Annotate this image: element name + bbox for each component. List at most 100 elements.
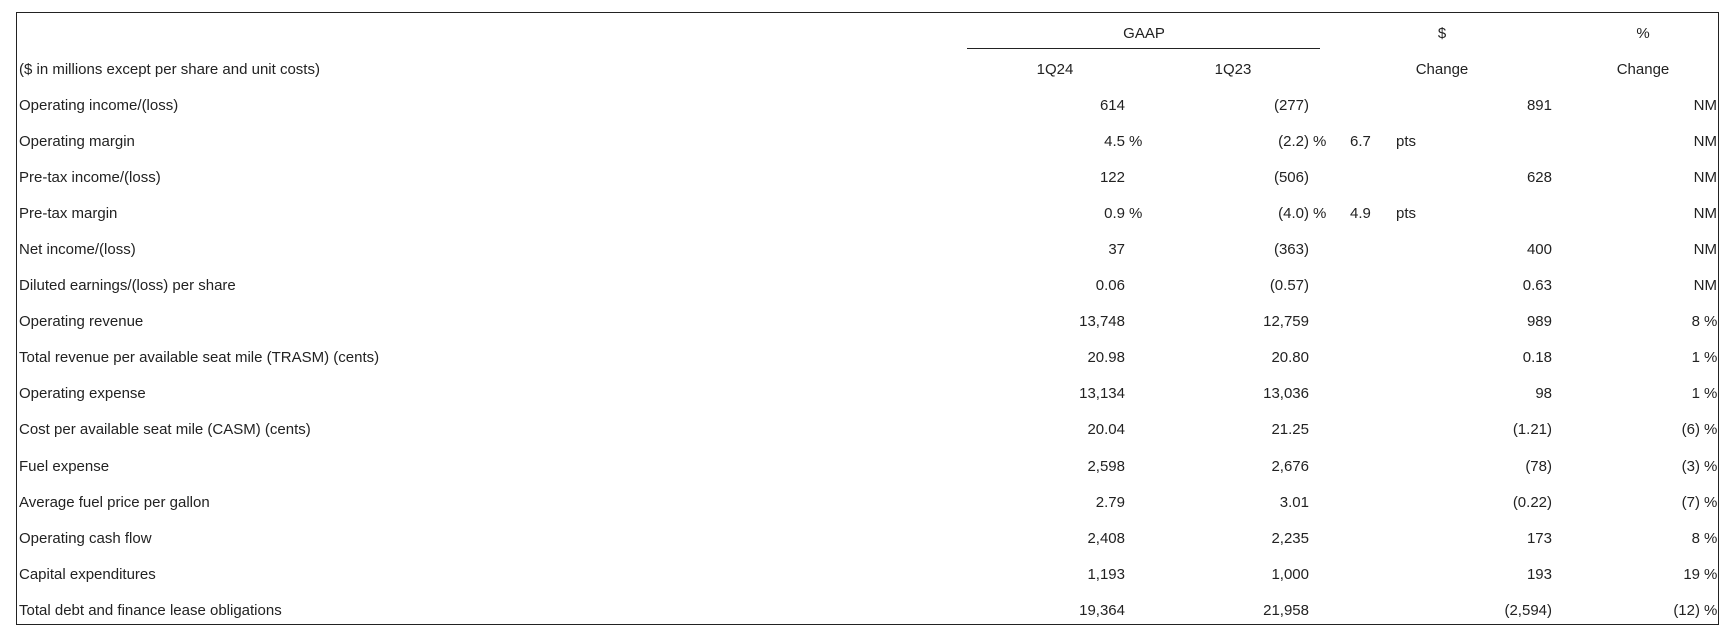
- row-label: Total revenue per available seat mile (T…: [19, 349, 380, 366]
- value-1q23: 2,235: [1271, 530, 1309, 547]
- row-label: Pre-tax margin: [19, 205, 118, 222]
- percent-change: 8: [1691, 313, 1700, 330]
- row-label: Operating margin: [19, 133, 135, 150]
- percent-change-unit: %: [1704, 494, 1718, 511]
- dollar-change: (78): [1525, 458, 1552, 475]
- row-label: Operating cash flow: [19, 530, 152, 547]
- gaap-header: GAAP: [1123, 25, 1165, 42]
- row-label: Operating revenue: [19, 313, 144, 330]
- value-1q24: 19,364: [1079, 602, 1125, 619]
- value-1q23: (363): [1273, 241, 1309, 258]
- value-1q23: (4.0): [1278, 205, 1309, 222]
- percent-change: NM: [1693, 205, 1717, 222]
- value-1q24: 614: [1099, 97, 1125, 114]
- dollar-change: 0.63: [1522, 277, 1552, 294]
- points-label: pts: [1396, 205, 1417, 222]
- dollar-change: 989: [1526, 313, 1552, 330]
- percent-change: (12): [1673, 602, 1700, 619]
- value-1q24: 2.79: [1095, 494, 1125, 511]
- percent-change: (3): [1681, 458, 1700, 475]
- value-1q24: 2,408: [1087, 530, 1125, 547]
- gaap-underline: [967, 48, 1320, 49]
- value-1q23: 3.01: [1279, 494, 1309, 511]
- column-header-dollar-change: Change: [1415, 61, 1469, 78]
- percent-change-unit: %: [1704, 385, 1718, 402]
- column-header-percent-change: Change: [1616, 61, 1670, 78]
- column-header-1q23: 1Q23: [1214, 61, 1252, 78]
- percent-change: NM: [1693, 241, 1717, 258]
- dollar-header: $: [1437, 25, 1447, 42]
- dollar-change: 0.18: [1522, 349, 1552, 366]
- dollar-change: (1.21): [1512, 421, 1552, 438]
- percent-change-unit: %: [1704, 458, 1718, 475]
- value-1q24: 4.5: [1104, 133, 1125, 150]
- value-1q23: 20.80: [1271, 349, 1309, 366]
- percent-change: NM: [1693, 97, 1717, 114]
- percent-change: 19: [1683, 566, 1700, 583]
- value-1q24: 2,598: [1087, 458, 1125, 475]
- value-1q23: 13,036: [1263, 385, 1309, 402]
- percent-change-unit: %: [1704, 602, 1718, 619]
- dollar-change: 193: [1526, 566, 1552, 583]
- value-1q23: 12,759: [1263, 313, 1309, 330]
- dollar-change: 98: [1535, 385, 1552, 402]
- value-1q23: (277): [1273, 97, 1309, 114]
- percent-change: NM: [1693, 277, 1717, 294]
- row-label: Pre-tax income/(loss): [19, 169, 161, 186]
- value-1q23: (2.2): [1278, 133, 1309, 150]
- row-label: Cost per available seat mile (CASM) (cen…: [19, 421, 311, 438]
- percent-change-unit: %: [1704, 421, 1718, 438]
- points-change: 6.7: [1350, 133, 1371, 150]
- dollar-change: (0.22): [1512, 494, 1552, 511]
- percent-change: 8: [1691, 530, 1700, 547]
- percent-change: NM: [1693, 133, 1717, 150]
- dollar-change: 400: [1526, 241, 1552, 258]
- value-1q24-unit: %: [1129, 133, 1143, 150]
- percent-change-unit: %: [1704, 313, 1718, 330]
- row-label: Fuel expense: [19, 458, 110, 475]
- percent-change-unit: %: [1704, 349, 1718, 366]
- dollar-change: 891: [1526, 97, 1552, 114]
- value-1q23: (506): [1273, 169, 1309, 186]
- value-1q24: 1,193: [1087, 566, 1125, 583]
- value-1q24: 0.9: [1104, 205, 1125, 222]
- percent-change-unit: %: [1704, 530, 1718, 547]
- row-label: Diluted earnings/(loss) per share: [19, 277, 236, 294]
- dollar-change: (2,594): [1504, 602, 1552, 619]
- value-1q23: 2,676: [1271, 458, 1309, 475]
- value-1q24: 13,748: [1079, 313, 1125, 330]
- value-1q24: 0.06: [1095, 277, 1125, 294]
- percent-change: 1: [1691, 349, 1700, 366]
- percent-change: NM: [1693, 169, 1717, 186]
- dollar-change: 628: [1526, 169, 1552, 186]
- percent-change: (7): [1681, 494, 1700, 511]
- column-header-1q24: 1Q24: [1036, 61, 1074, 78]
- value-1q23: 21.25: [1271, 421, 1309, 438]
- row-label: Net income/(loss): [19, 241, 136, 258]
- value-1q24: 37: [1108, 241, 1125, 258]
- value-1q23-unit: %: [1313, 205, 1327, 222]
- row-label: Operating expense: [19, 385, 146, 402]
- dollar-change: 173: [1526, 530, 1552, 547]
- value-1q24: 122: [1099, 169, 1125, 186]
- value-1q24: 20.04: [1087, 421, 1125, 438]
- row-label: Capital expenditures: [19, 566, 156, 583]
- percent-change: 1: [1691, 385, 1700, 402]
- row-label: Total debt and finance lease obligations: [19, 602, 282, 619]
- points-label: pts: [1396, 133, 1417, 150]
- points-change: 4.9: [1350, 205, 1371, 222]
- value-1q23: 21,958: [1263, 602, 1309, 619]
- value-1q24-unit: %: [1129, 205, 1143, 222]
- value-1q23: 1,000: [1271, 566, 1309, 583]
- financial-table: [16, 12, 1719, 625]
- row-label: Operating income/(loss): [19, 97, 179, 114]
- row-label-header: ($ in millions except per share and unit…: [19, 61, 320, 78]
- row-label: Average fuel price per gallon: [19, 494, 210, 511]
- value-1q23-unit: %: [1313, 133, 1327, 150]
- percent-change-unit: %: [1704, 566, 1718, 583]
- value-1q24: 20.98: [1087, 349, 1125, 366]
- percent-change: (6): [1681, 421, 1700, 438]
- value-1q23: (0.57): [1269, 277, 1309, 294]
- value-1q24: 13,134: [1079, 385, 1125, 402]
- percent-header: %: [1636, 25, 1650, 42]
